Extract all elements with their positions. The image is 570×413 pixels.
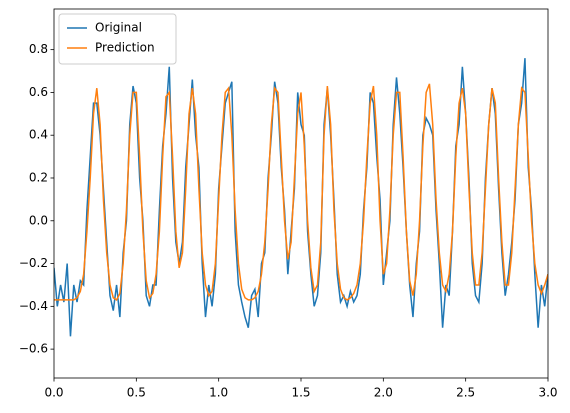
y-tick-label: 0.4: [29, 128, 48, 142]
x-tick-label: 0.0: [44, 386, 63, 400]
plot-frame: [53, 8, 549, 379]
x-tick-label: 2.5: [456, 386, 475, 400]
y-tick-label: −0.6: [19, 342, 48, 356]
x-tick-label: 2.0: [374, 386, 393, 400]
y-tick-label: −0.2: [19, 256, 48, 270]
x-tick-label: 0.5: [127, 386, 146, 400]
y-tick-label: 0.6: [29, 85, 48, 99]
x-tick-label: 1.0: [209, 386, 228, 400]
legend-box: [58, 13, 177, 65]
y-tick-label: 0.8: [29, 42, 48, 56]
y-tick-label: 0.2: [29, 170, 48, 184]
legend-label: Prediction: [95, 41, 155, 55]
y-tick-label: 0.0: [29, 213, 48, 227]
series-line: [54, 83, 548, 302]
legend-label: Original: [95, 21, 142, 35]
y-tick-label: −0.4: [19, 299, 48, 313]
x-tick-label: 1.5: [291, 386, 310, 400]
x-tick-label: 3.0: [538, 386, 557, 400]
